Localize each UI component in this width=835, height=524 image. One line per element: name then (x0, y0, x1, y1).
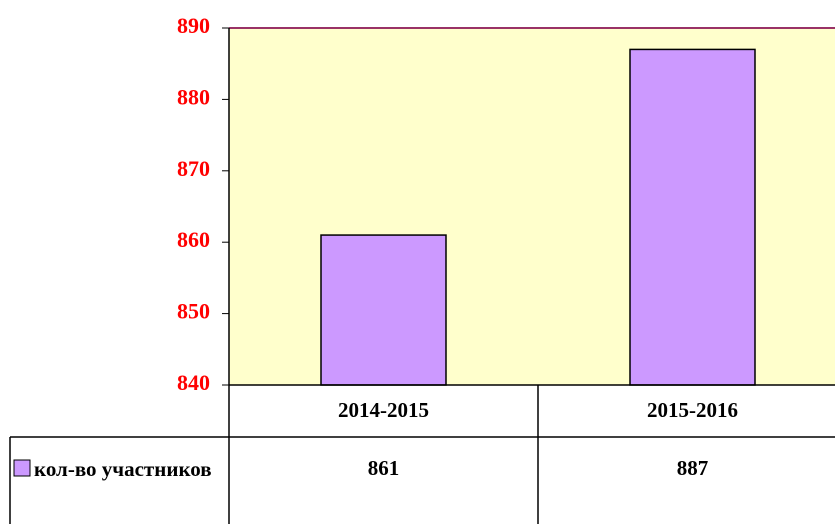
y-tick-label: 870 (177, 156, 210, 181)
legend-label: кол-во участников (34, 457, 212, 481)
bar (629, 48, 756, 386)
x-tick-label: 2014-2015 (338, 398, 429, 422)
y-tick-label: 840 (177, 370, 210, 395)
table-value: 887 (677, 456, 709, 480)
y-tick-label: 880 (177, 84, 210, 109)
y-tick-label: 850 (177, 299, 210, 324)
table-value: 861 (368, 456, 400, 480)
y-tick-label: 890 (177, 13, 210, 38)
x-tick-label: 2015-2016 (647, 398, 738, 422)
bar (320, 234, 447, 386)
legend-key (13, 459, 31, 477)
y-tick-label: 860 (177, 227, 210, 252)
